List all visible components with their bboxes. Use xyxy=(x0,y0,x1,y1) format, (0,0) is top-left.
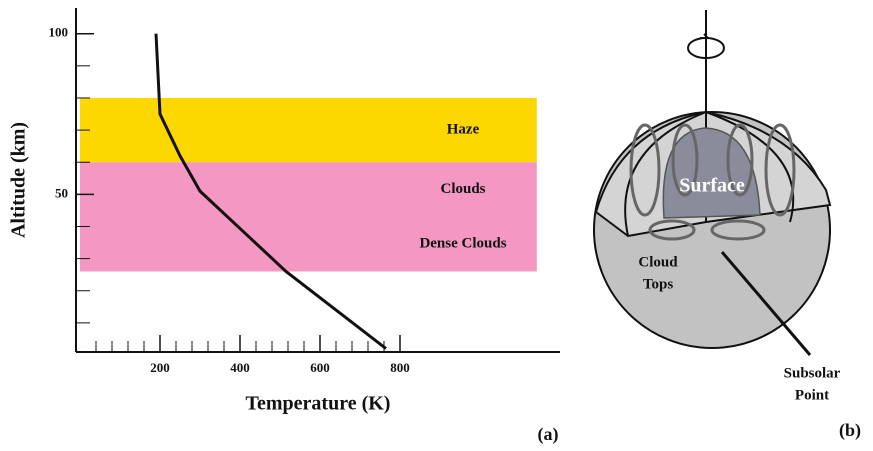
band-label: Haze xyxy=(447,122,480,138)
subsolar-label: Point xyxy=(795,387,829,403)
circulation-cell xyxy=(648,219,696,241)
meridian xyxy=(624,111,707,237)
band xyxy=(80,97,537,163)
x-tick-label: 200 xyxy=(150,360,170,375)
circulation-cell xyxy=(710,219,766,241)
subsolar-pointer xyxy=(720,251,812,356)
subsolar-label: Subsolar xyxy=(784,365,841,381)
panel-label: (a) xyxy=(538,424,559,445)
rotation-arrowhead xyxy=(700,33,711,39)
x-axis-title: Temperature (K) xyxy=(246,393,391,415)
surface-label: Surface xyxy=(679,175,745,197)
y-tick-label: 50 xyxy=(55,185,68,200)
x-tick-label: 600 xyxy=(310,360,330,375)
circulation-cell xyxy=(764,123,796,217)
band-label: Dense Clouds xyxy=(419,236,506,252)
temperature-line xyxy=(154,33,387,350)
x-tick-label: 400 xyxy=(230,360,250,375)
circulation-cell xyxy=(726,123,754,197)
circulation-cell xyxy=(629,123,661,217)
band xyxy=(80,162,537,272)
x-tick-label: 800 xyxy=(390,360,410,375)
venus-diagram: Surface Cloud Tops Subsolar Point (b) xyxy=(593,10,861,441)
panel-label: (b) xyxy=(839,420,861,441)
cloud-tops-label: Tops xyxy=(643,276,673,292)
meridian xyxy=(705,111,795,223)
circulation-cell xyxy=(671,123,699,197)
cloud-tops-label: Cloud xyxy=(638,254,678,270)
band-label: Clouds xyxy=(440,181,485,197)
y-tick-label: 100 xyxy=(49,25,69,40)
y-axis-title: Altitude (km) xyxy=(8,122,30,238)
